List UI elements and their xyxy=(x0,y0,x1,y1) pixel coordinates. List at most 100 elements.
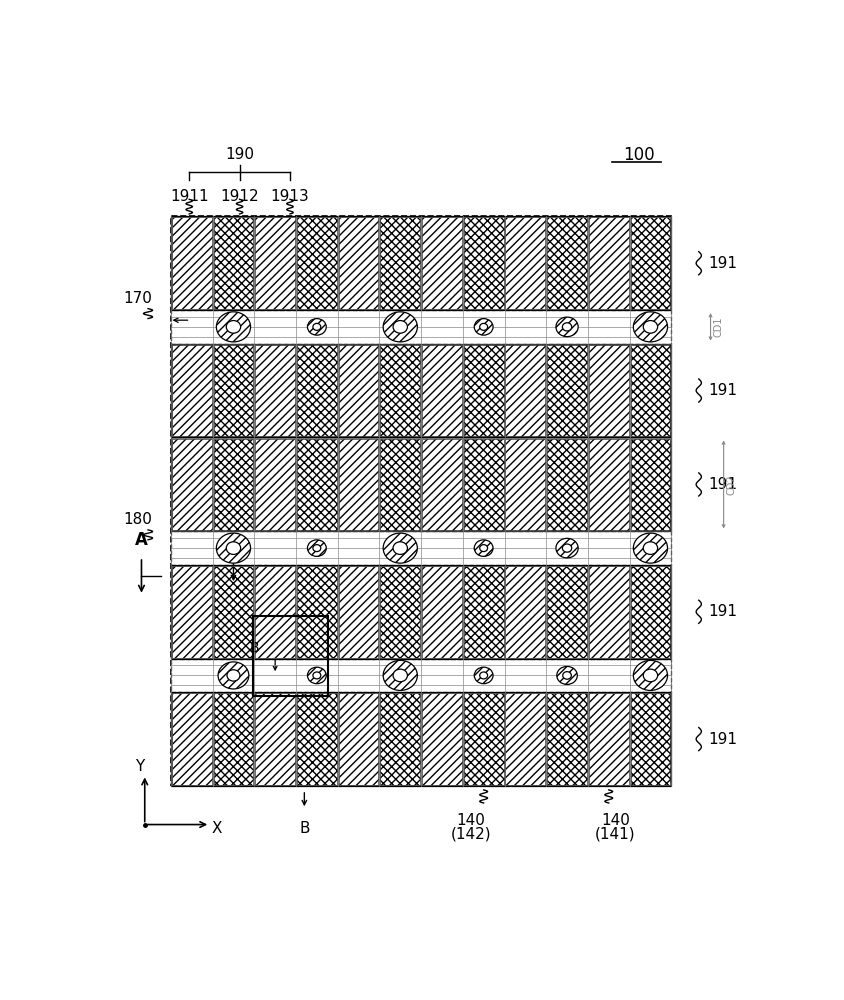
Bar xyxy=(297,566,337,658)
Bar xyxy=(547,566,587,658)
Bar xyxy=(464,217,504,309)
Bar xyxy=(547,439,587,530)
Bar xyxy=(381,217,420,309)
Ellipse shape xyxy=(393,669,408,682)
Ellipse shape xyxy=(556,317,578,337)
Bar xyxy=(464,345,504,436)
Bar xyxy=(255,693,295,785)
Bar xyxy=(214,693,253,785)
Bar xyxy=(171,438,671,531)
Ellipse shape xyxy=(643,669,657,682)
Bar xyxy=(297,345,337,436)
Bar xyxy=(171,344,671,437)
Ellipse shape xyxy=(383,312,417,342)
Bar xyxy=(589,439,629,530)
Ellipse shape xyxy=(227,670,240,681)
Ellipse shape xyxy=(383,533,417,563)
Text: 140: 140 xyxy=(456,813,485,828)
Text: A: A xyxy=(135,531,148,549)
Text: 191: 191 xyxy=(709,383,738,398)
Ellipse shape xyxy=(313,672,321,679)
Bar xyxy=(172,345,212,436)
Bar xyxy=(253,616,328,696)
Bar xyxy=(381,439,420,530)
Ellipse shape xyxy=(643,321,657,333)
Bar xyxy=(171,437,671,531)
Bar xyxy=(589,345,629,436)
Ellipse shape xyxy=(307,667,327,684)
Ellipse shape xyxy=(563,672,571,679)
Bar xyxy=(171,531,671,565)
Bar xyxy=(171,566,671,658)
Text: (141): (141) xyxy=(595,826,636,841)
Bar xyxy=(171,310,671,344)
Text: 1913: 1913 xyxy=(271,189,310,204)
Bar xyxy=(381,693,420,785)
Bar xyxy=(422,566,462,658)
Ellipse shape xyxy=(562,544,571,552)
Bar xyxy=(506,345,545,436)
Ellipse shape xyxy=(643,542,657,554)
Text: X: X xyxy=(212,821,222,836)
Ellipse shape xyxy=(216,533,251,563)
Ellipse shape xyxy=(226,321,241,333)
Bar xyxy=(255,217,295,309)
Bar xyxy=(338,566,378,658)
Ellipse shape xyxy=(479,323,488,330)
Bar xyxy=(171,659,671,692)
Bar xyxy=(338,439,378,530)
Bar xyxy=(171,693,671,785)
Bar xyxy=(506,693,545,785)
Ellipse shape xyxy=(633,533,668,563)
Bar xyxy=(422,217,462,309)
Bar xyxy=(630,345,670,436)
Bar xyxy=(589,566,629,658)
Ellipse shape xyxy=(474,319,493,335)
Bar xyxy=(506,217,545,309)
Text: 191: 191 xyxy=(709,732,738,747)
Bar xyxy=(214,439,253,530)
Text: CD1: CD1 xyxy=(714,317,724,337)
Bar xyxy=(214,566,253,658)
Bar xyxy=(506,566,545,658)
Text: CD2: CD2 xyxy=(727,474,737,495)
Bar xyxy=(172,439,212,530)
Ellipse shape xyxy=(633,312,668,342)
Bar xyxy=(422,439,462,530)
Text: (142): (142) xyxy=(450,826,491,841)
Text: 140: 140 xyxy=(601,813,630,828)
Text: A: A xyxy=(228,540,239,555)
Text: 1911: 1911 xyxy=(170,189,208,204)
Bar xyxy=(464,693,504,785)
Ellipse shape xyxy=(474,540,493,556)
Bar xyxy=(547,345,587,436)
Bar xyxy=(630,217,670,309)
Text: 170: 170 xyxy=(124,291,153,306)
Bar xyxy=(547,217,587,309)
Ellipse shape xyxy=(393,542,408,554)
Ellipse shape xyxy=(313,545,321,552)
Bar xyxy=(422,693,462,785)
Text: B: B xyxy=(250,641,259,655)
Ellipse shape xyxy=(562,323,571,331)
Ellipse shape xyxy=(313,323,321,330)
Bar xyxy=(630,439,670,530)
Ellipse shape xyxy=(226,542,241,554)
Ellipse shape xyxy=(393,321,408,333)
Bar xyxy=(630,693,670,785)
Bar xyxy=(338,217,378,309)
Bar xyxy=(630,566,670,658)
Bar xyxy=(172,217,212,309)
Ellipse shape xyxy=(556,538,578,558)
Bar xyxy=(214,345,253,436)
Ellipse shape xyxy=(383,660,417,690)
Text: 191: 191 xyxy=(709,256,738,271)
Bar xyxy=(589,693,629,785)
Bar xyxy=(338,345,378,436)
Text: Y: Y xyxy=(135,759,144,774)
Bar xyxy=(171,344,671,437)
Bar xyxy=(464,439,504,530)
Ellipse shape xyxy=(479,672,488,679)
Bar xyxy=(506,439,545,530)
Text: B: B xyxy=(299,821,310,836)
